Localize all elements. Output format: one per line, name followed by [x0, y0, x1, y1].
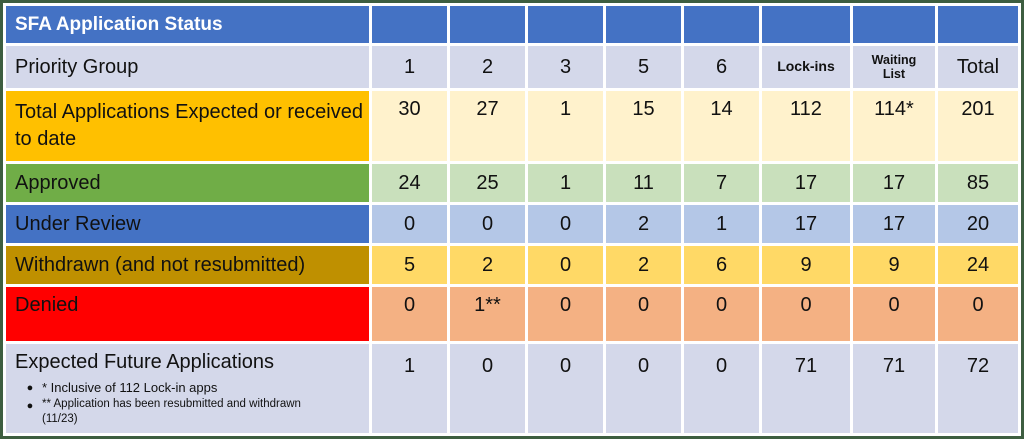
cell-value: 1 [684, 205, 759, 243]
cell-value: 0 [528, 246, 603, 284]
cell-value: 0 [450, 205, 525, 243]
header-cell [528, 6, 603, 43]
cell-value: 7 [684, 164, 759, 202]
table-title: SFA Application Status [6, 6, 369, 43]
cell-value: 0 [684, 287, 759, 341]
header-cell [762, 6, 850, 43]
cell-value: 14 [684, 91, 759, 161]
cell-value: 0 [372, 287, 447, 341]
header-cell [853, 6, 935, 43]
cell-value: 25 [450, 164, 525, 202]
column-header-5: 5 [606, 46, 681, 88]
cell-value: 0 [938, 287, 1018, 341]
cell-value: 0 [528, 344, 603, 433]
cell-value: 0 [528, 287, 603, 341]
cell-value: 1 [372, 344, 447, 433]
cell-value: 201 [938, 91, 1018, 161]
cell-value: 0 [450, 344, 525, 433]
total-applications-row: Total Applications Expected or received … [6, 91, 1018, 161]
withdrawn-row: Withdrawn (and not resubmitted) 5 2 0 2 … [6, 246, 1018, 284]
cell-value: 1** [450, 287, 525, 341]
column-header-waiting-list: Waiting List [853, 46, 935, 88]
cell-value: 0 [372, 205, 447, 243]
row-label: Total Applications Expected or received … [6, 91, 369, 161]
cell-value: 30 [372, 91, 447, 161]
column-header-2: 2 [450, 46, 525, 88]
table-header-row: SFA Application Status [6, 6, 1018, 43]
row-label-with-footnotes: Expected Future Applications ● * Inclusi… [6, 344, 369, 433]
column-header-total: Total [938, 46, 1018, 88]
cell-value: 2 [606, 205, 681, 243]
cell-value: 71 [853, 344, 935, 433]
cell-value: 2 [606, 246, 681, 284]
footnote-1: ● * Inclusive of 112 Lock-in apps [18, 379, 369, 397]
denied-row: Denied 0 1** 0 0 0 0 0 0 [6, 287, 1018, 341]
cell-value: 17 [853, 164, 935, 202]
header-cell [450, 6, 525, 43]
cell-value: 85 [938, 164, 1018, 202]
cell-value: 0 [528, 205, 603, 243]
cell-value: 112 [762, 91, 850, 161]
column-header-lockins: Lock-ins [762, 46, 850, 88]
row-label: Approved [6, 164, 369, 202]
column-header-6: 6 [684, 46, 759, 88]
row-label: Denied [6, 287, 369, 341]
footnote-2: ● ** Application has been resubmitted an… [18, 397, 369, 428]
cell-value: 5 [372, 246, 447, 284]
header-cell [684, 6, 759, 43]
cell-value: 24 [938, 246, 1018, 284]
cell-value: 24 [372, 164, 447, 202]
column-header-3: 3 [528, 46, 603, 88]
bullet-icon: ● [26, 382, 34, 394]
cell-value: 9 [762, 246, 850, 284]
cell-value: 1 [528, 91, 603, 161]
cell-value: 0 [684, 344, 759, 433]
cell-value: 17 [762, 164, 850, 202]
bullet-icon: ● [26, 399, 34, 412]
cell-value: 0 [606, 287, 681, 341]
cell-value: 0 [853, 287, 935, 341]
approved-row: Approved 24 25 1 11 7 17 17 85 [6, 164, 1018, 202]
cell-value: 27 [450, 91, 525, 161]
priority-group-label: Priority Group [6, 46, 369, 88]
cell-value: 71 [762, 344, 850, 433]
under-review-row: Under Review 0 0 0 2 1 17 17 20 [6, 205, 1018, 243]
column-header-1: 1 [372, 46, 447, 88]
header-cell [938, 6, 1018, 43]
cell-value: 11 [606, 164, 681, 202]
cell-value: 6 [684, 246, 759, 284]
header-cell [606, 6, 681, 43]
cell-value: 0 [606, 344, 681, 433]
cell-value: 2 [450, 246, 525, 284]
cell-value: 72 [938, 344, 1018, 433]
cell-value: 20 [938, 205, 1018, 243]
expected-future-row: Expected Future Applications ● * Inclusi… [6, 344, 1018, 433]
cell-value: 15 [606, 91, 681, 161]
header-cell [372, 6, 447, 43]
cell-value: 1 [528, 164, 603, 202]
cell-value: 0 [762, 287, 850, 341]
sfa-application-status-table: SFA Application Status Priority Group 1 … [3, 3, 1021, 436]
row-label: Expected Future Applications [15, 351, 275, 373]
row-label: Withdrawn (and not resubmitted) [6, 246, 369, 284]
cell-value: 17 [853, 205, 935, 243]
cell-value: 114* [853, 91, 935, 161]
cell-value: 17 [762, 205, 850, 243]
priority-group-row: Priority Group 1 2 3 5 6 Lock-ins Waitin… [6, 46, 1018, 88]
cell-value: 9 [853, 246, 935, 284]
row-label: Under Review [6, 205, 369, 243]
